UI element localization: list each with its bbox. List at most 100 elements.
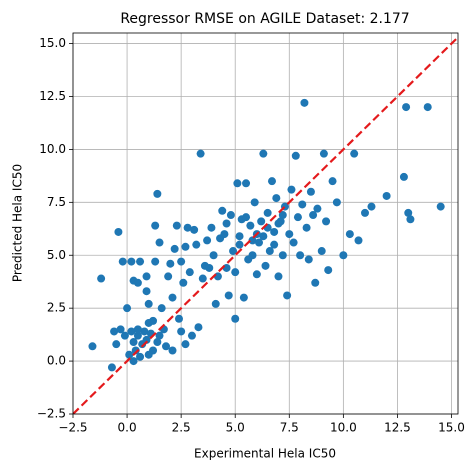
point	[125, 350, 134, 359]
point	[298, 200, 307, 209]
y-tick-label: −2.5	[37, 407, 66, 421]
point	[291, 151, 300, 160]
point	[144, 299, 153, 308]
point	[235, 240, 244, 249]
point	[140, 327, 149, 336]
point	[248, 236, 257, 245]
point	[402, 103, 411, 112]
point	[179, 278, 188, 287]
point	[367, 202, 376, 211]
y-tick-label: 12.5	[39, 89, 66, 103]
point	[257, 217, 266, 226]
point	[399, 172, 408, 181]
point	[209, 251, 218, 260]
point	[345, 230, 354, 239]
point	[250, 198, 259, 207]
point	[181, 242, 190, 251]
point	[339, 251, 348, 260]
point	[270, 240, 279, 249]
point	[168, 346, 177, 355]
point	[153, 338, 162, 347]
point	[196, 149, 205, 158]
point	[120, 331, 129, 340]
point	[274, 219, 283, 228]
point	[270, 227, 279, 236]
plot-area	[73, 35, 458, 414]
point	[328, 177, 337, 186]
point	[88, 342, 97, 351]
x-tick-label: 10.0	[330, 421, 357, 435]
point	[265, 247, 274, 256]
point	[151, 221, 160, 230]
point	[198, 274, 207, 283]
point	[118, 257, 127, 266]
identity-line	[73, 35, 458, 414]
point	[278, 211, 287, 220]
point	[220, 230, 229, 239]
point	[259, 232, 268, 241]
point	[259, 149, 268, 158]
point	[252, 270, 261, 279]
point	[404, 208, 413, 217]
point	[123, 304, 132, 313]
point	[133, 331, 142, 340]
point	[218, 206, 227, 215]
point	[226, 211, 235, 220]
point	[192, 240, 201, 249]
point	[319, 149, 328, 158]
point	[127, 327, 136, 336]
point	[246, 221, 255, 230]
point	[231, 268, 240, 277]
point	[313, 204, 322, 213]
point	[107, 363, 116, 372]
point	[211, 299, 220, 308]
point	[285, 230, 294, 239]
point	[229, 247, 238, 256]
point	[306, 187, 315, 196]
point	[302, 223, 311, 232]
point	[255, 238, 264, 247]
point	[157, 304, 166, 313]
point	[177, 257, 186, 266]
point	[248, 251, 257, 260]
y-tick-label: 5.0	[47, 248, 66, 262]
point	[224, 291, 233, 300]
point	[242, 213, 251, 222]
point	[155, 238, 164, 247]
point	[190, 225, 199, 234]
point	[142, 287, 151, 296]
point	[287, 185, 296, 194]
point	[174, 314, 183, 323]
y-tick-label: 2.5	[47, 301, 66, 315]
point	[129, 338, 138, 347]
point	[436, 202, 445, 211]
x-tick-label: −2.5	[58, 421, 87, 435]
point	[317, 247, 326, 256]
point	[267, 177, 276, 186]
point	[231, 314, 240, 323]
plot-frame	[72, 32, 459, 415]
x-tick-label: 7.5	[280, 421, 299, 435]
y-tick-label: 10.0	[39, 142, 66, 156]
point	[155, 331, 164, 340]
point	[289, 238, 298, 247]
point	[116, 325, 125, 334]
point	[166, 259, 175, 268]
point	[304, 255, 313, 264]
point	[423, 103, 432, 112]
point	[296, 251, 305, 260]
point	[142, 335, 151, 344]
point	[151, 257, 160, 266]
x-tick-label: 5.0	[226, 421, 245, 435]
y-tick-label: 15.0	[39, 36, 66, 50]
point	[274, 272, 283, 281]
point	[110, 327, 119, 336]
point	[278, 251, 287, 260]
x-tick-label: 2.5	[172, 421, 191, 435]
point	[187, 331, 196, 340]
point	[360, 208, 369, 217]
point	[177, 327, 186, 336]
point	[153, 189, 162, 198]
